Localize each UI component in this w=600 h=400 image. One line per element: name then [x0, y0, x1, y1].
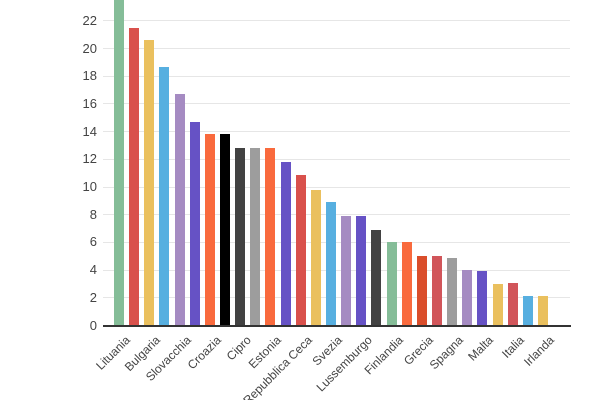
gridline: [103, 186, 570, 188]
y-axis-tick-label: 4: [89, 262, 97, 278]
y-axis-tick-label: 8: [89, 206, 97, 222]
bar-estonia[interactable]: [265, 148, 276, 326]
bar-4[interactable]: [159, 66, 170, 326]
gridline: [103, 48, 570, 49]
y-axis-tick-label: 16: [82, 95, 97, 111]
bar-28[interactable]: [522, 296, 533, 326]
y-axis-tick-label: 10: [82, 179, 97, 194]
y-axis-tick-label: 12: [82, 151, 97, 167]
gridline: [103, 103, 570, 105]
y-axis-tick-label: 20: [82, 40, 97, 56]
gridline: [103, 131, 570, 133]
bar-bulgaria[interactable]: [144, 40, 155, 326]
bar-18[interactable]: [371, 229, 382, 326]
bar-14[interactable]: [310, 189, 321, 326]
bar-italia[interactable]: [507, 282, 518, 326]
gridline: [103, 241, 570, 243]
y-axis-tick-label: 18: [82, 68, 97, 84]
bar-lituania[interactable]: [114, 0, 124, 326]
bar-croazia[interactable]: [204, 134, 215, 326]
gridline: [103, 214, 570, 216]
bar-22[interactable]: [431, 256, 442, 326]
y-axis-tick-label: 2: [89, 289, 97, 305]
bar-24[interactable]: [462, 270, 473, 326]
bar-20[interactable]: [401, 242, 412, 326]
bar-spagna[interactable]: [447, 257, 458, 326]
bar-8[interactable]: [219, 134, 230, 326]
bar-10[interactable]: [250, 148, 261, 326]
bar-repubblica-ceca[interactable]: [295, 174, 306, 326]
bar-grecia[interactable]: [416, 256, 427, 326]
bar-2[interactable]: [129, 27, 140, 326]
gridline: [103, 75, 570, 77]
bar-26[interactable]: [492, 283, 503, 326]
y-axis-tick-label: 22: [82, 12, 97, 28]
bar-svezia[interactable]: [325, 202, 336, 326]
y-axis-tick-label: 14: [82, 123, 97, 139]
bar-12[interactable]: [280, 162, 291, 326]
gridline: [103, 297, 570, 299]
bar-irlanda[interactable]: [537, 296, 548, 326]
bar-lussemburgo[interactable]: [356, 216, 367, 326]
x-axis-line: [103, 324, 571, 327]
bar-cipro[interactable]: [235, 148, 246, 326]
bar-16[interactable]: [341, 216, 352, 326]
gridline: [103, 20, 570, 22]
bar-finlandia[interactable]: [386, 242, 397, 326]
bar-slovacchia[interactable]: [174, 94, 185, 326]
y-axis-tick-label: 6: [89, 234, 97, 250]
gridline: [103, 269, 570, 271]
gridline: [103, 158, 570, 160]
bar-6[interactable]: [189, 121, 200, 326]
bar-malta[interactable]: [477, 271, 488, 326]
y-axis-tick-label: 0: [89, 317, 97, 333]
